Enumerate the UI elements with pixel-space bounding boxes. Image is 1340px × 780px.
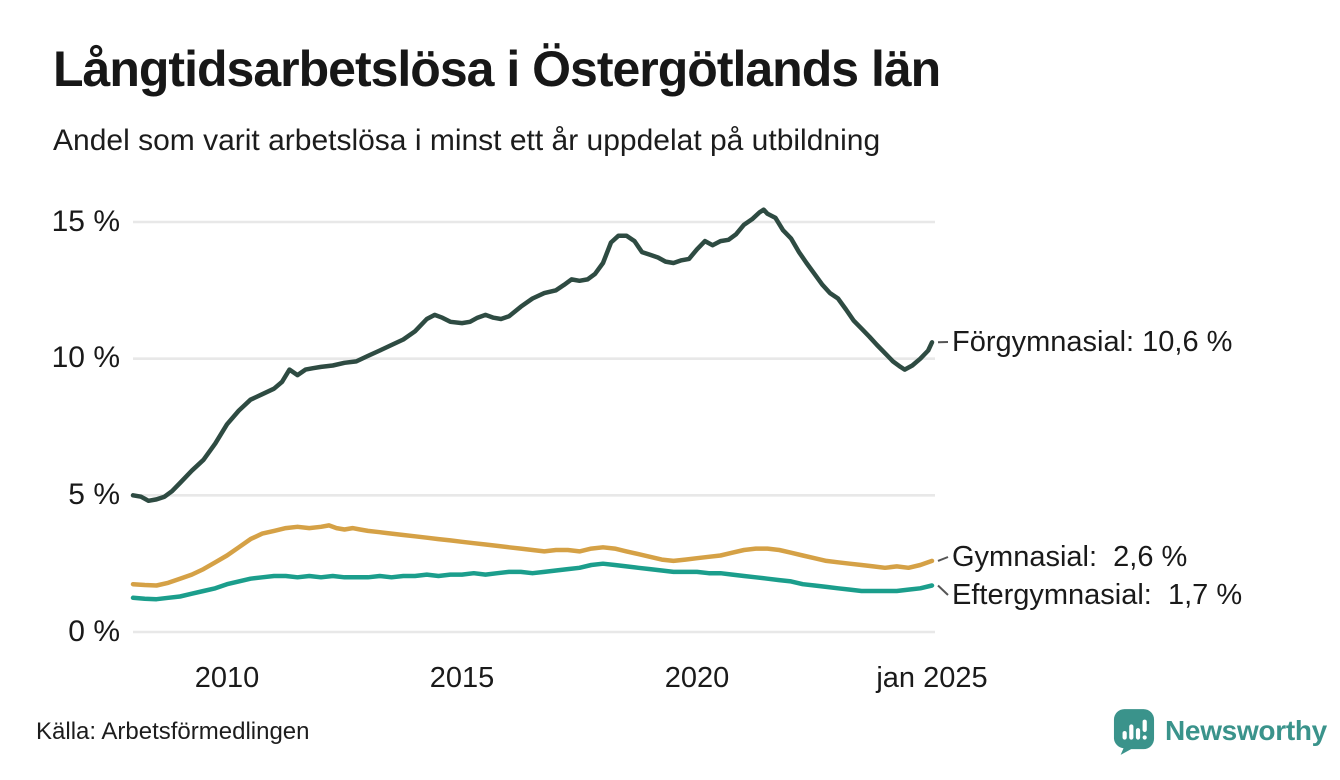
series-label-forgymnasial: Förgymnasial: 10,6 % [952, 326, 1233, 358]
x-tick-2020: 2020 [664, 662, 730, 694]
source-text: Källa: Arbetsförmedlingen [36, 718, 310, 745]
brand-logo: Newsworthy [1113, 706, 1327, 756]
series-label-gymnasial: Gymnasial: 2,6 % [952, 541, 1188, 573]
series-line-gymnasial [130, 523, 935, 588]
series-label-eftergymnasial: Eftergymnasial: 1,7 % [952, 579, 1243, 611]
y-tick-15: 15 % [51, 205, 120, 238]
y-tick-10: 10 % [51, 341, 120, 374]
x-tick-2015: 2015 [429, 662, 495, 694]
x-tick-2010: 2010 [194, 662, 260, 694]
newsworthy-icon [1113, 708, 1155, 755]
label-connector-eftergymnasial [937, 584, 949, 596]
label-connector-gymnasial [937, 556, 949, 562]
brand-name: Newsworthy [1165, 715, 1327, 746]
y-tick-5: 5 % [68, 478, 120, 511]
series-line-förgymnasial [130, 207, 935, 504]
page-subtitle: Andel som varit arbetslösa i minst ett å… [53, 124, 881, 157]
series-line-eftergymnasial [130, 561, 935, 602]
y-tick-0: 0 % [68, 615, 120, 648]
page-title: Långtidsarbetslösa i Östergötlands län [53, 41, 941, 97]
x-tick-jan-2025: jan 2025 [876, 662, 988, 694]
